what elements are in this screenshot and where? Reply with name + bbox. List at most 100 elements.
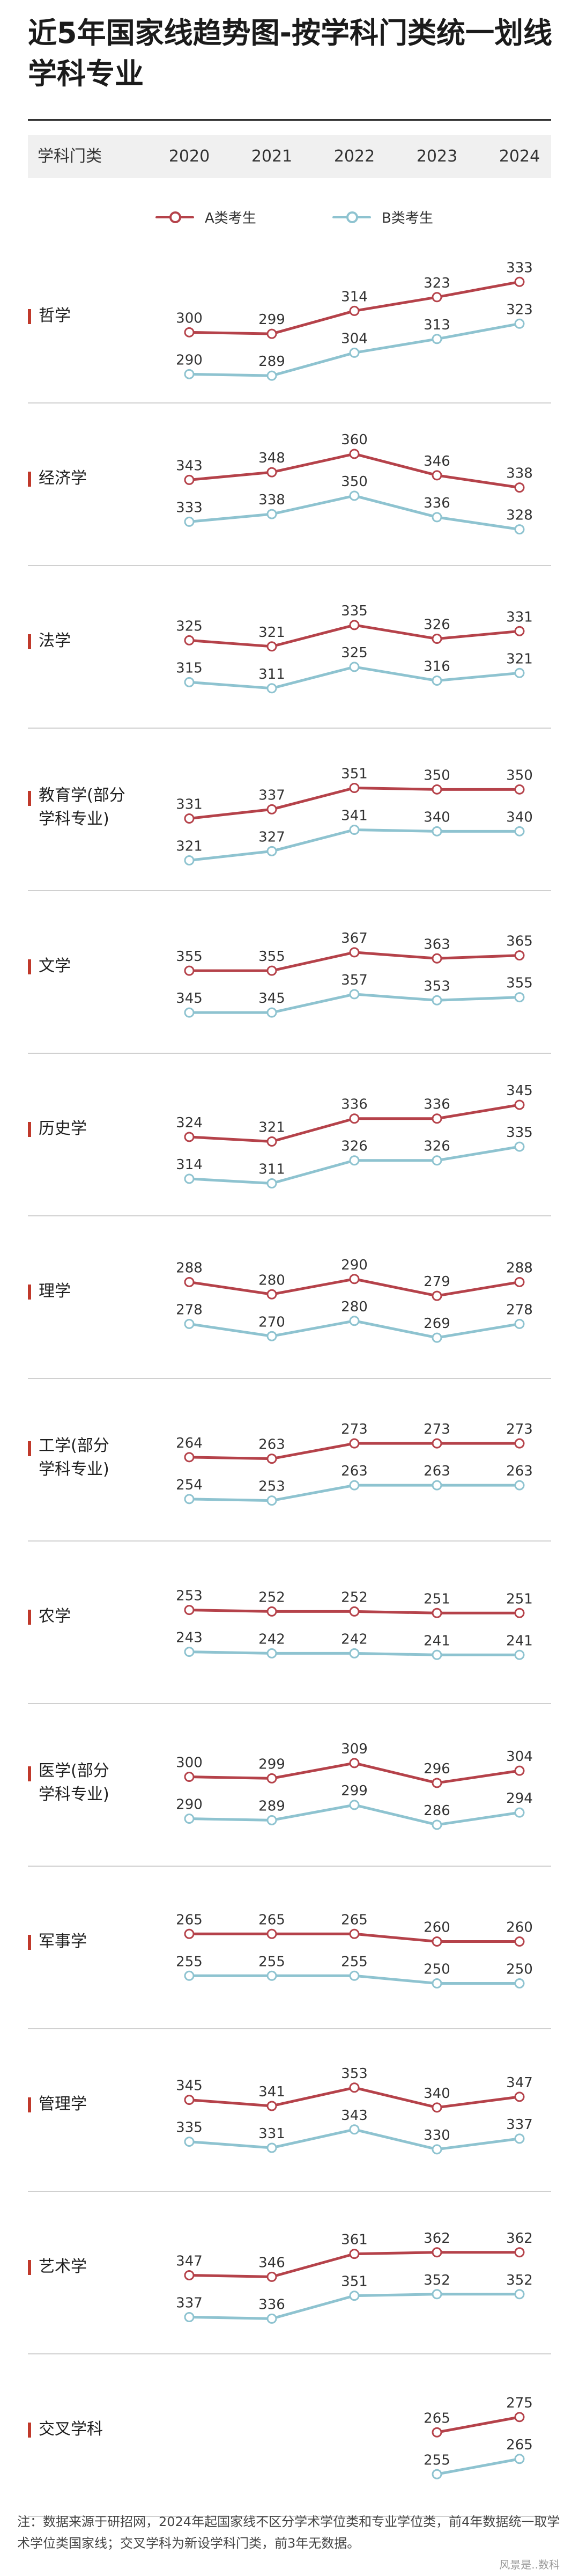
- panel-4-label: 教育学(部分: [39, 786, 125, 805]
- panel-6-series-b-point: [266, 1178, 277, 1188]
- panel-7-series-a-value: 288: [176, 1260, 203, 1276]
- panel-3-series-b-value: 325: [341, 645, 368, 661]
- panel-2-marker-bar: [28, 472, 31, 487]
- panel-3-series-b-point: [184, 677, 195, 687]
- panel-2-series-a-value: 346: [424, 453, 450, 469]
- panel-13-series-a-point: [514, 2247, 525, 2258]
- panel-7-series-a-value: 280: [258, 1272, 285, 1288]
- panel-5-marker-bar: [28, 959, 31, 974]
- panel-7-series-a-point: [266, 1289, 277, 1300]
- panel-2-series-b-point: [266, 509, 277, 519]
- panel-12-marker-bar: [28, 2097, 31, 2112]
- panel-1-series-b-point: [432, 334, 442, 344]
- panel-9-series-b-value: 242: [341, 1631, 368, 1647]
- header-year-2020: 2020: [168, 147, 210, 166]
- panel-14-label: 交叉学科: [39, 2420, 103, 2439]
- legend-marker-b: [346, 211, 358, 223]
- panel-1-series-b-point: [184, 369, 195, 379]
- panel-7-series-b-value: 278: [506, 1302, 533, 1318]
- panel-4-series-b-point: [184, 855, 195, 865]
- panel-8-series-a-point: [432, 1438, 442, 1449]
- panel-8-label: 学科专业): [39, 1460, 109, 1479]
- panel-13-series-b-point: [432, 2289, 442, 2300]
- panel-6-series-a-point: [349, 1113, 360, 1124]
- panel-5-series-b-value: 357: [341, 972, 368, 988]
- panel-11-series-b-point: [432, 1978, 442, 1989]
- panel-2-label: 经济学: [39, 469, 87, 488]
- panel-1-series-a-value: 333: [506, 260, 533, 276]
- panel-11-series-b-value: 255: [258, 1954, 285, 1970]
- panel-8-series-b-point: [349, 1480, 360, 1491]
- panel-10-series-b-value: 289: [258, 1798, 285, 1814]
- panel-13-series-b-point: [184, 2312, 195, 2323]
- panel-8-label: 工学(部分: [39, 1436, 109, 1455]
- panel-12-label: 管理学: [39, 2095, 87, 2113]
- panel-3-series-b-value: 316: [424, 659, 450, 675]
- panel-9-series-a-point: [432, 1608, 442, 1618]
- panel-11-series-a-value: 265: [176, 1912, 203, 1928]
- panel-4-series-a-value: 350: [424, 767, 450, 783]
- panel-9-series-a-value: 252: [258, 1589, 285, 1605]
- page-title: 近5年国家线趋势图-按学科门类统一划线学科专业: [28, 16, 552, 91]
- panel-2-series-b-point: [349, 490, 360, 501]
- panel-3-series-b-point: [266, 683, 277, 694]
- panel-4-series-a-value: 351: [341, 766, 368, 782]
- header-subject: 学科门类: [38, 147, 102, 166]
- panel-6-series-b-value: 326: [341, 1139, 368, 1155]
- panel-6-series-b-point: [514, 1141, 525, 1152]
- panel-7-series-b-value: 278: [176, 1302, 203, 1318]
- panel-12-series-b-value: 337: [506, 2117, 533, 2133]
- panel-5-series-b-value: 345: [176, 990, 203, 1007]
- panel-6-label: 历史学: [39, 1119, 87, 1138]
- panel-14-series-b-value: 265: [506, 2437, 533, 2453]
- panel-1-series-b-value: 304: [341, 331, 368, 347]
- panel-4-series-a-point: [349, 782, 360, 793]
- panel-9-series-b-value: 241: [506, 1633, 533, 1649]
- panel-12-series-b-point: [514, 2133, 525, 2144]
- panel-7-series-b-point: [184, 1318, 195, 1329]
- panel-14-series-a-point: [514, 2412, 525, 2423]
- panel-13-series-a-point: [266, 2271, 277, 2282]
- panel-10-series-a-point: [514, 1765, 525, 1776]
- panel-2-series-b-value: 336: [424, 495, 450, 511]
- panel-13-series-a-value: 346: [258, 2255, 285, 2271]
- panel-8-series-b-point: [514, 1480, 525, 1491]
- panel-9-series-a-value: 251: [506, 1591, 533, 1607]
- panel-2-series-a-value: 360: [341, 432, 368, 448]
- panel-12-series-a-point: [514, 2091, 525, 2102]
- header-year-2023: 2023: [416, 147, 458, 166]
- panel-7-series-b-value: 280: [341, 1299, 368, 1315]
- panel-7-series-b-value: 270: [258, 1314, 285, 1330]
- panel-11-series-a-value: 260: [424, 1920, 450, 1936]
- panel-14-series-a-point: [432, 2427, 442, 2438]
- panel-12-series-a-point: [432, 2102, 442, 2113]
- panel-6-series-b-point: [349, 1155, 360, 1166]
- panel-3-series-a-value: 331: [506, 609, 533, 625]
- table-header: 学科门类 2020 2021 2022 2023 2024: [28, 135, 551, 178]
- panel-10-series-b-value: 299: [341, 1783, 368, 1799]
- panel-8-series-a-value: 273: [506, 1421, 533, 1437]
- panel-1-series-b-point: [266, 370, 277, 381]
- panel-10-marker-bar: [28, 1766, 31, 1781]
- panel-6-series-b-value: 335: [506, 1125, 533, 1141]
- panel-2-series-b-value: 338: [258, 492, 285, 508]
- panel-14-series-b-point: [432, 2469, 442, 2479]
- panel-4-series-b-point: [432, 826, 442, 836]
- panel-4-series-b-point: [349, 824, 360, 835]
- panel-10-series-b-value: 290: [176, 1797, 203, 1813]
- panel-5-series-a-point: [514, 950, 525, 961]
- panel-9-marker-bar: [28, 1610, 31, 1625]
- panel-2-series-a-point: [349, 449, 360, 459]
- panel-5-label: 文学: [39, 957, 71, 975]
- panel-12-series-b-point: [266, 2142, 277, 2153]
- panel-11-series-b-point: [349, 1970, 360, 1981]
- panel-3-series-a-point: [184, 635, 195, 645]
- panel-11-series-b-value: 255: [176, 1954, 203, 1970]
- panel-5-series-a-value: 365: [506, 934, 533, 950]
- panel-5-series-b-point: [514, 992, 525, 1003]
- panel-9-series-a-point: [266, 1606, 277, 1617]
- panel-4-series-a-value: 331: [176, 796, 203, 812]
- panel-12-series-a-value: 345: [176, 2078, 203, 2094]
- header-year-2022: 2022: [333, 147, 375, 166]
